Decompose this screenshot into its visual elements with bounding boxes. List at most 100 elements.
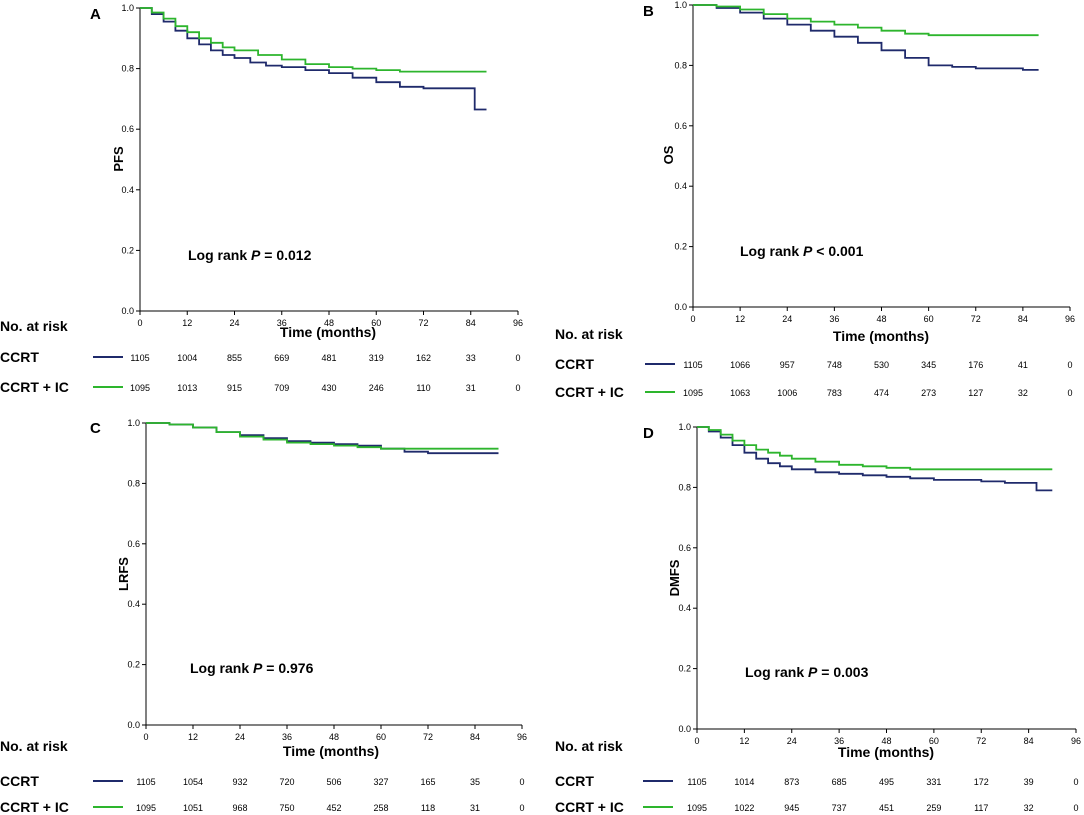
- risk-count: 0: [1073, 803, 1078, 813]
- x-tick-label: 12: [188, 732, 198, 742]
- risk-row-label: CCRT + IC: [555, 384, 624, 400]
- logrank-annotation: Log rank P < 0.001: [740, 243, 864, 259]
- y-tick-label: 1.0: [674, 0, 687, 10]
- series-ccrt-ic-curve: [140, 7, 487, 73]
- panel-b: B 0.0 0.2 0.4 0.6 0.8 1.0 0 12 24 36 48 60 72 84 96 OS Ti…: [555, 0, 1075, 400]
- risk-row-label: CCRT: [555, 773, 594, 789]
- series-ccrt-curve: [697, 426, 1053, 492]
- y-tick-label: 0.0: [121, 306, 134, 316]
- risk-count: 430: [321, 383, 336, 393]
- x-tick-label: 12: [735, 314, 745, 324]
- y-tick-label: 0.6: [674, 121, 687, 131]
- panel-label-c: C: [90, 420, 101, 437]
- risk-row-label: CCRT: [0, 773, 39, 789]
- panel-label-b: B: [643, 3, 654, 20]
- x-tick-label: 84: [1024, 736, 1034, 746]
- x-tick-label: 36: [829, 314, 839, 324]
- y-tick-label: 0.2: [127, 660, 140, 670]
- x-tick-label: 48: [324, 318, 334, 328]
- y-axis-label: DMFS: [667, 559, 682, 596]
- x-tick-label: 48: [329, 732, 339, 742]
- risk-count: 1013: [177, 383, 197, 393]
- risk-count: 165: [420, 777, 435, 787]
- risk-count: 258: [373, 803, 388, 813]
- risk-count: 327: [373, 777, 388, 787]
- risk-count: 41: [1018, 360, 1028, 370]
- risk-count: 685: [832, 777, 847, 787]
- x-tick-label: 60: [376, 732, 386, 742]
- panel-c: C 0.0 0.2 0.4 0.6 0.8 1.0 0 12 24 36 48 60 72 84 96 LRFS…: [0, 418, 527, 815]
- panel-a: A 0.0 0.2 0.4 0.6 0.8 1.0 0 12 24 36 48 60 72 84 96 PFS T…: [0, 3, 523, 395]
- x-tick-label: 72: [418, 318, 428, 328]
- y-tick-label: 1.0: [127, 418, 140, 428]
- risk-count: 117: [974, 803, 988, 813]
- risk-count: 855: [227, 353, 242, 363]
- risk-count: 1095: [136, 803, 156, 813]
- y-axis-label: LRFS: [116, 557, 131, 591]
- risk-count: 0: [515, 383, 520, 393]
- x-tick-label: 96: [1071, 736, 1081, 746]
- x-axis-label: Time (months): [838, 744, 934, 760]
- panel-label-a: A: [90, 6, 101, 23]
- x-tick-label: 60: [924, 314, 934, 324]
- risk-count: 669: [274, 353, 289, 363]
- y-tick-label: 0.6: [678, 543, 691, 553]
- risk-count: 35: [470, 777, 480, 787]
- x-tick-label: 84: [466, 318, 476, 328]
- risk-count: 0: [1073, 777, 1078, 787]
- risk-count: 0: [519, 777, 524, 787]
- risk-count: 452: [326, 803, 341, 813]
- x-axis-label: Time (months): [833, 328, 929, 344]
- risk-count: 1014: [734, 777, 754, 787]
- risk-count: 118: [421, 803, 435, 813]
- x-axis-label: Time (months): [280, 324, 376, 340]
- x-tick-label: 84: [470, 732, 480, 742]
- y-tick-label: 0.4: [121, 185, 134, 195]
- y-tick-label: 0.8: [121, 64, 134, 74]
- x-tick-label: 24: [235, 732, 245, 742]
- x-tick-label: 12: [182, 318, 192, 328]
- x-tick-label: 48: [881, 736, 891, 746]
- x-tick-label: 72: [976, 736, 986, 746]
- series-ccrt-ic-curve: [697, 426, 1053, 471]
- risk-count: 932: [232, 777, 247, 787]
- risk-count: 783: [827, 388, 842, 398]
- risk-count: 1051: [183, 803, 203, 813]
- x-tick-label: 48: [876, 314, 886, 324]
- y-tick-label: 0.6: [127, 539, 140, 549]
- y-axis-label: PFS: [111, 146, 126, 172]
- y-tick-label: 0.2: [674, 242, 687, 252]
- risk-count: 481: [321, 353, 336, 363]
- x-tick-label: 36: [277, 318, 287, 328]
- x-tick-label: 60: [371, 318, 381, 328]
- series-ccrt-curve: [693, 4, 1039, 71]
- risk-count: 945: [784, 803, 799, 813]
- risk-count: 0: [1067, 360, 1072, 370]
- risk-count: 720: [279, 777, 294, 787]
- risk-count: 750: [279, 803, 294, 813]
- x-tick-label: 0: [143, 732, 148, 742]
- panel-label-d: D: [643, 425, 654, 442]
- risk-count: 32: [1018, 388, 1028, 398]
- risk-count: 1095: [683, 388, 703, 398]
- y-tick-label: 0.8: [678, 482, 691, 492]
- y-tick-label: 0.4: [127, 599, 140, 609]
- risk-count: 127: [968, 388, 983, 398]
- risk-count: 1004: [177, 353, 197, 363]
- x-tick-label: 0: [137, 318, 142, 328]
- x-tick-label: 0: [690, 314, 695, 324]
- risk-count: 451: [879, 803, 894, 813]
- risk-count: 31: [466, 383, 476, 393]
- risk-table-header: No. at risk: [0, 738, 68, 754]
- x-tick-label: 24: [229, 318, 239, 328]
- risk-count: 1054: [183, 777, 203, 787]
- risk-count: 737: [832, 803, 847, 813]
- risk-count: 1022: [734, 803, 754, 813]
- risk-count: 1105: [136, 777, 155, 787]
- logrank-annotation: Log rank P = 0.976: [190, 660, 314, 676]
- risk-count: 530: [874, 360, 889, 370]
- x-tick-label: 24: [782, 314, 792, 324]
- risk-count: 345: [921, 360, 936, 370]
- risk-row-label: CCRT: [0, 349, 39, 365]
- series-ccrt-curve: [140, 7, 487, 111]
